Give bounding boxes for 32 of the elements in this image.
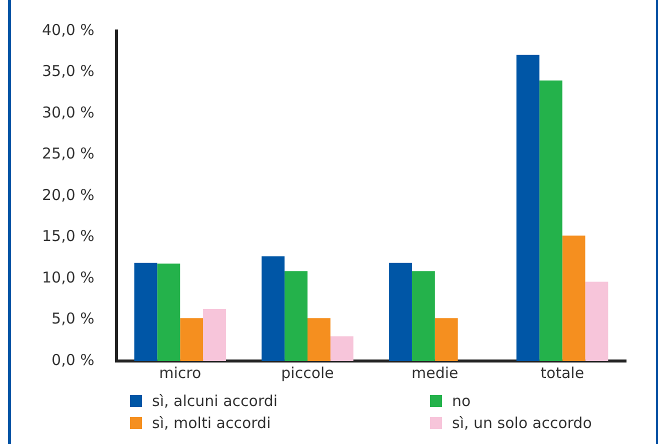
bar: [412, 271, 435, 361]
bar: [308, 318, 330, 361]
y-tick-label: 30,0 %: [42, 103, 94, 122]
bar: [434, 318, 458, 361]
y-tick-label: 5,0 %: [52, 310, 94, 328]
y-tick-label: 0,0 %: [52, 350, 94, 369]
x-tick-label: piccole: [281, 364, 334, 382]
y-tick-label: 15,0 %: [42, 227, 94, 246]
bar: [262, 256, 285, 361]
x-tick-label: medie: [412, 364, 458, 382]
legend-label: sì, un solo accordo: [452, 414, 592, 432]
bar: [157, 264, 180, 361]
x-tick-label: totale: [540, 364, 584, 382]
y-tick-label: 10,0 %: [42, 268, 94, 286]
bar: [539, 80, 562, 361]
bar: [389, 262, 412, 361]
bar: [562, 236, 586, 361]
y-tick-label: 25,0 %: [42, 144, 94, 163]
legend-label: sì, molti accordi: [152, 414, 271, 432]
legend-label: no: [452, 392, 471, 410]
bar: [516, 54, 540, 361]
bar: [134, 262, 158, 361]
bar: [203, 309, 226, 361]
legend-label: sì, alcuni accordi: [152, 392, 278, 410]
y-tick-label: 35,0 %: [42, 62, 94, 80]
y-tick-label: 20,0 %: [42, 186, 94, 204]
x-tick-label: micro: [159, 364, 202, 382]
bar: [330, 336, 354, 361]
bar: [180, 318, 204, 361]
y-tick-label: 40,0 %: [42, 20, 94, 39]
bar: [585, 282, 608, 361]
bar: [284, 271, 308, 361]
